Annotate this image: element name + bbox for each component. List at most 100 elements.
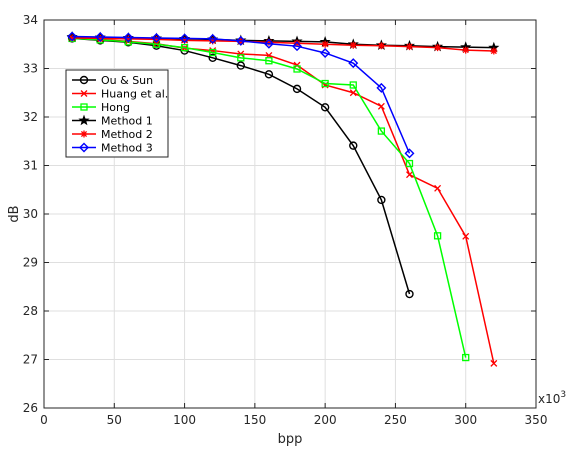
data-point (181, 36, 189, 44)
data-point (377, 42, 385, 50)
data-point (377, 102, 385, 110)
data-point (264, 70, 274, 79)
data-point (462, 46, 470, 54)
data-point (263, 38, 274, 49)
data-point (349, 41, 357, 49)
x-tick-label: 0 (40, 413, 48, 427)
x-tick-label: 250 (384, 413, 407, 427)
data-point (490, 47, 498, 55)
legend-marker (79, 142, 89, 153)
data-point (321, 79, 329, 88)
y-tick-label: 34 (23, 13, 38, 27)
y-tick-label: 32 (23, 110, 38, 124)
y-tick-label: 31 (23, 159, 38, 173)
legend-marker (80, 130, 88, 138)
legend-marker (80, 90, 88, 97)
data-point (124, 35, 132, 43)
x-axis-multiplier-exponent: 3 (560, 390, 566, 400)
data-point (349, 141, 358, 150)
x-axis-multiplier: x103 (538, 390, 566, 406)
data-point (265, 38, 273, 46)
data-point (67, 31, 78, 42)
x-tick-label: 50 (107, 413, 122, 427)
series-line (72, 35, 411, 154)
data-point (349, 81, 357, 89)
series-line (72, 37, 494, 52)
data-point (237, 54, 245, 62)
series-6 (67, 31, 415, 159)
legend-entry: Method 3 (72, 142, 153, 155)
legend-label: Method 3 (101, 142, 153, 155)
data-point (462, 232, 470, 240)
x-axis-multiplier-base: x10 (538, 392, 560, 406)
data-point (292, 41, 303, 52)
legend-label: Huang et al. (101, 88, 168, 101)
legend-entry: Ou & Sun (72, 74, 153, 87)
data-point (434, 44, 442, 52)
data-point (320, 47, 331, 58)
data-point (151, 32, 162, 43)
x-tick-label: 100 (173, 413, 196, 427)
x-tick-label: 150 (243, 413, 266, 427)
legend-marker (78, 114, 90, 126)
x-tick-label: 300 (454, 413, 477, 427)
data-point (434, 184, 442, 192)
data-point (237, 50, 245, 58)
data-point (179, 33, 190, 44)
data-point (95, 31, 106, 42)
x-axis-label: bpp (278, 432, 303, 447)
data-point (236, 61, 246, 70)
legend-entry: Hong (72, 101, 130, 114)
data-point (123, 32, 134, 43)
y-tick-label: 29 (23, 256, 38, 270)
legend-label: Method 1 (101, 115, 153, 128)
data-point (209, 48, 217, 57)
data-point (349, 89, 357, 97)
data-point (96, 34, 104, 42)
series-layer (66, 31, 500, 367)
y-tick-label: 28 (23, 304, 38, 318)
data-point (377, 127, 386, 135)
legend-entry: Method 2 (72, 128, 153, 141)
data-point (180, 43, 189, 52)
y-tick-label: 26 (23, 401, 38, 415)
y-tick-label: 30 (23, 207, 38, 221)
data-point (406, 171, 413, 179)
legend-label: Hong (101, 101, 130, 114)
y-tick-label: 27 (23, 353, 38, 367)
legend-box (65, 69, 169, 158)
series-3 (68, 34, 470, 362)
data-point (68, 34, 76, 42)
data-point (292, 84, 302, 94)
data-point (208, 53, 217, 63)
x-tick-label: 200 (314, 413, 337, 427)
legend-entry: Huang et al. (72, 88, 168, 101)
data-point (377, 195, 386, 205)
data-point (207, 33, 218, 44)
data-point (405, 289, 414, 299)
data-point (462, 353, 470, 362)
data-point (235, 35, 246, 46)
data-point (320, 103, 330, 112)
ticks: 0 50 100 150 200 250 300 350 26 27 28 29 30 31 32 33 34 (23, 13, 548, 427)
legend-label: Method 2 (101, 128, 153, 141)
data-point (376, 82, 387, 93)
y-tick-label: 33 (23, 62, 38, 76)
legend-label: Ou & Sun (101, 74, 153, 87)
data-point (348, 58, 359, 69)
data-point (293, 61, 301, 69)
x-tick-label: 350 (525, 413, 548, 427)
legend-entry: Method 1 (72, 115, 153, 128)
data-point (404, 148, 415, 159)
data-point (265, 57, 273, 65)
y-axis-label: dB (7, 205, 22, 222)
data-point (152, 35, 160, 43)
data-point (490, 359, 498, 367)
legend-marker (79, 75, 89, 85)
data-point (293, 65, 301, 73)
data-point (433, 232, 442, 240)
series-5 (68, 34, 498, 55)
data-point (405, 43, 413, 51)
series-line (72, 37, 467, 358)
